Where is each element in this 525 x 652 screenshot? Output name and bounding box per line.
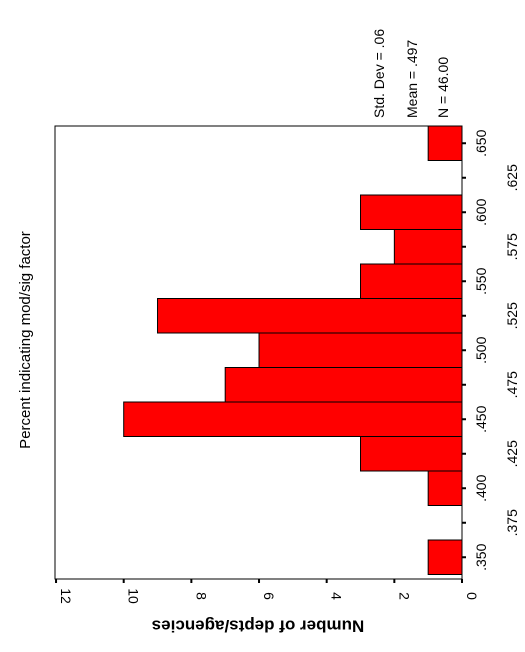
histogram-bar xyxy=(427,539,463,575)
stats-label: Std. Dev = .06 xyxy=(371,29,387,118)
y-tick-label: 2 xyxy=(396,592,412,600)
histogram-bar xyxy=(393,229,463,265)
histogram-bar xyxy=(123,401,463,437)
x-tick-label: .600 xyxy=(473,198,489,225)
y-tick-label: 10 xyxy=(126,588,142,604)
y-tick-label: 0 xyxy=(464,592,480,600)
y-tick-label: 12 xyxy=(58,588,74,604)
histogram-bar xyxy=(427,125,463,161)
x-tick-label: .350 xyxy=(473,543,489,570)
histogram-bar xyxy=(157,298,463,334)
histogram-bar xyxy=(360,194,463,230)
stats-label: N = 46.00 xyxy=(435,57,451,118)
y-axis-title: Number of depts/agencies xyxy=(152,617,365,636)
y-tick-label: 6 xyxy=(261,592,277,600)
histogram-bar xyxy=(360,436,463,472)
y-tick-label: 8 xyxy=(193,592,209,600)
stats-label: Mean = .497 xyxy=(404,40,420,118)
x-tick-label: .525 xyxy=(504,302,520,329)
x-tick-label: .450 xyxy=(473,405,489,432)
x-tick-label: .550 xyxy=(473,267,489,294)
x-tick-label: .650 xyxy=(473,129,489,156)
x-tick-label: .400 xyxy=(473,474,489,501)
x-tick-label: .625 xyxy=(504,164,520,191)
x-tick-label: .375 xyxy=(504,509,520,536)
histogram-bar xyxy=(427,470,463,506)
histogram-bar xyxy=(224,367,463,403)
y-tick-label: 4 xyxy=(329,592,345,600)
x-tick-label: .575 xyxy=(504,233,520,260)
histogram-bar xyxy=(360,263,463,299)
x-tick-label: .475 xyxy=(504,371,520,398)
histogram-bar xyxy=(258,332,463,368)
x-tick-label: .425 xyxy=(504,440,520,467)
chart-title: Percent indicating mod/sig factor xyxy=(17,231,34,449)
x-tick-label: .500 xyxy=(473,336,489,363)
